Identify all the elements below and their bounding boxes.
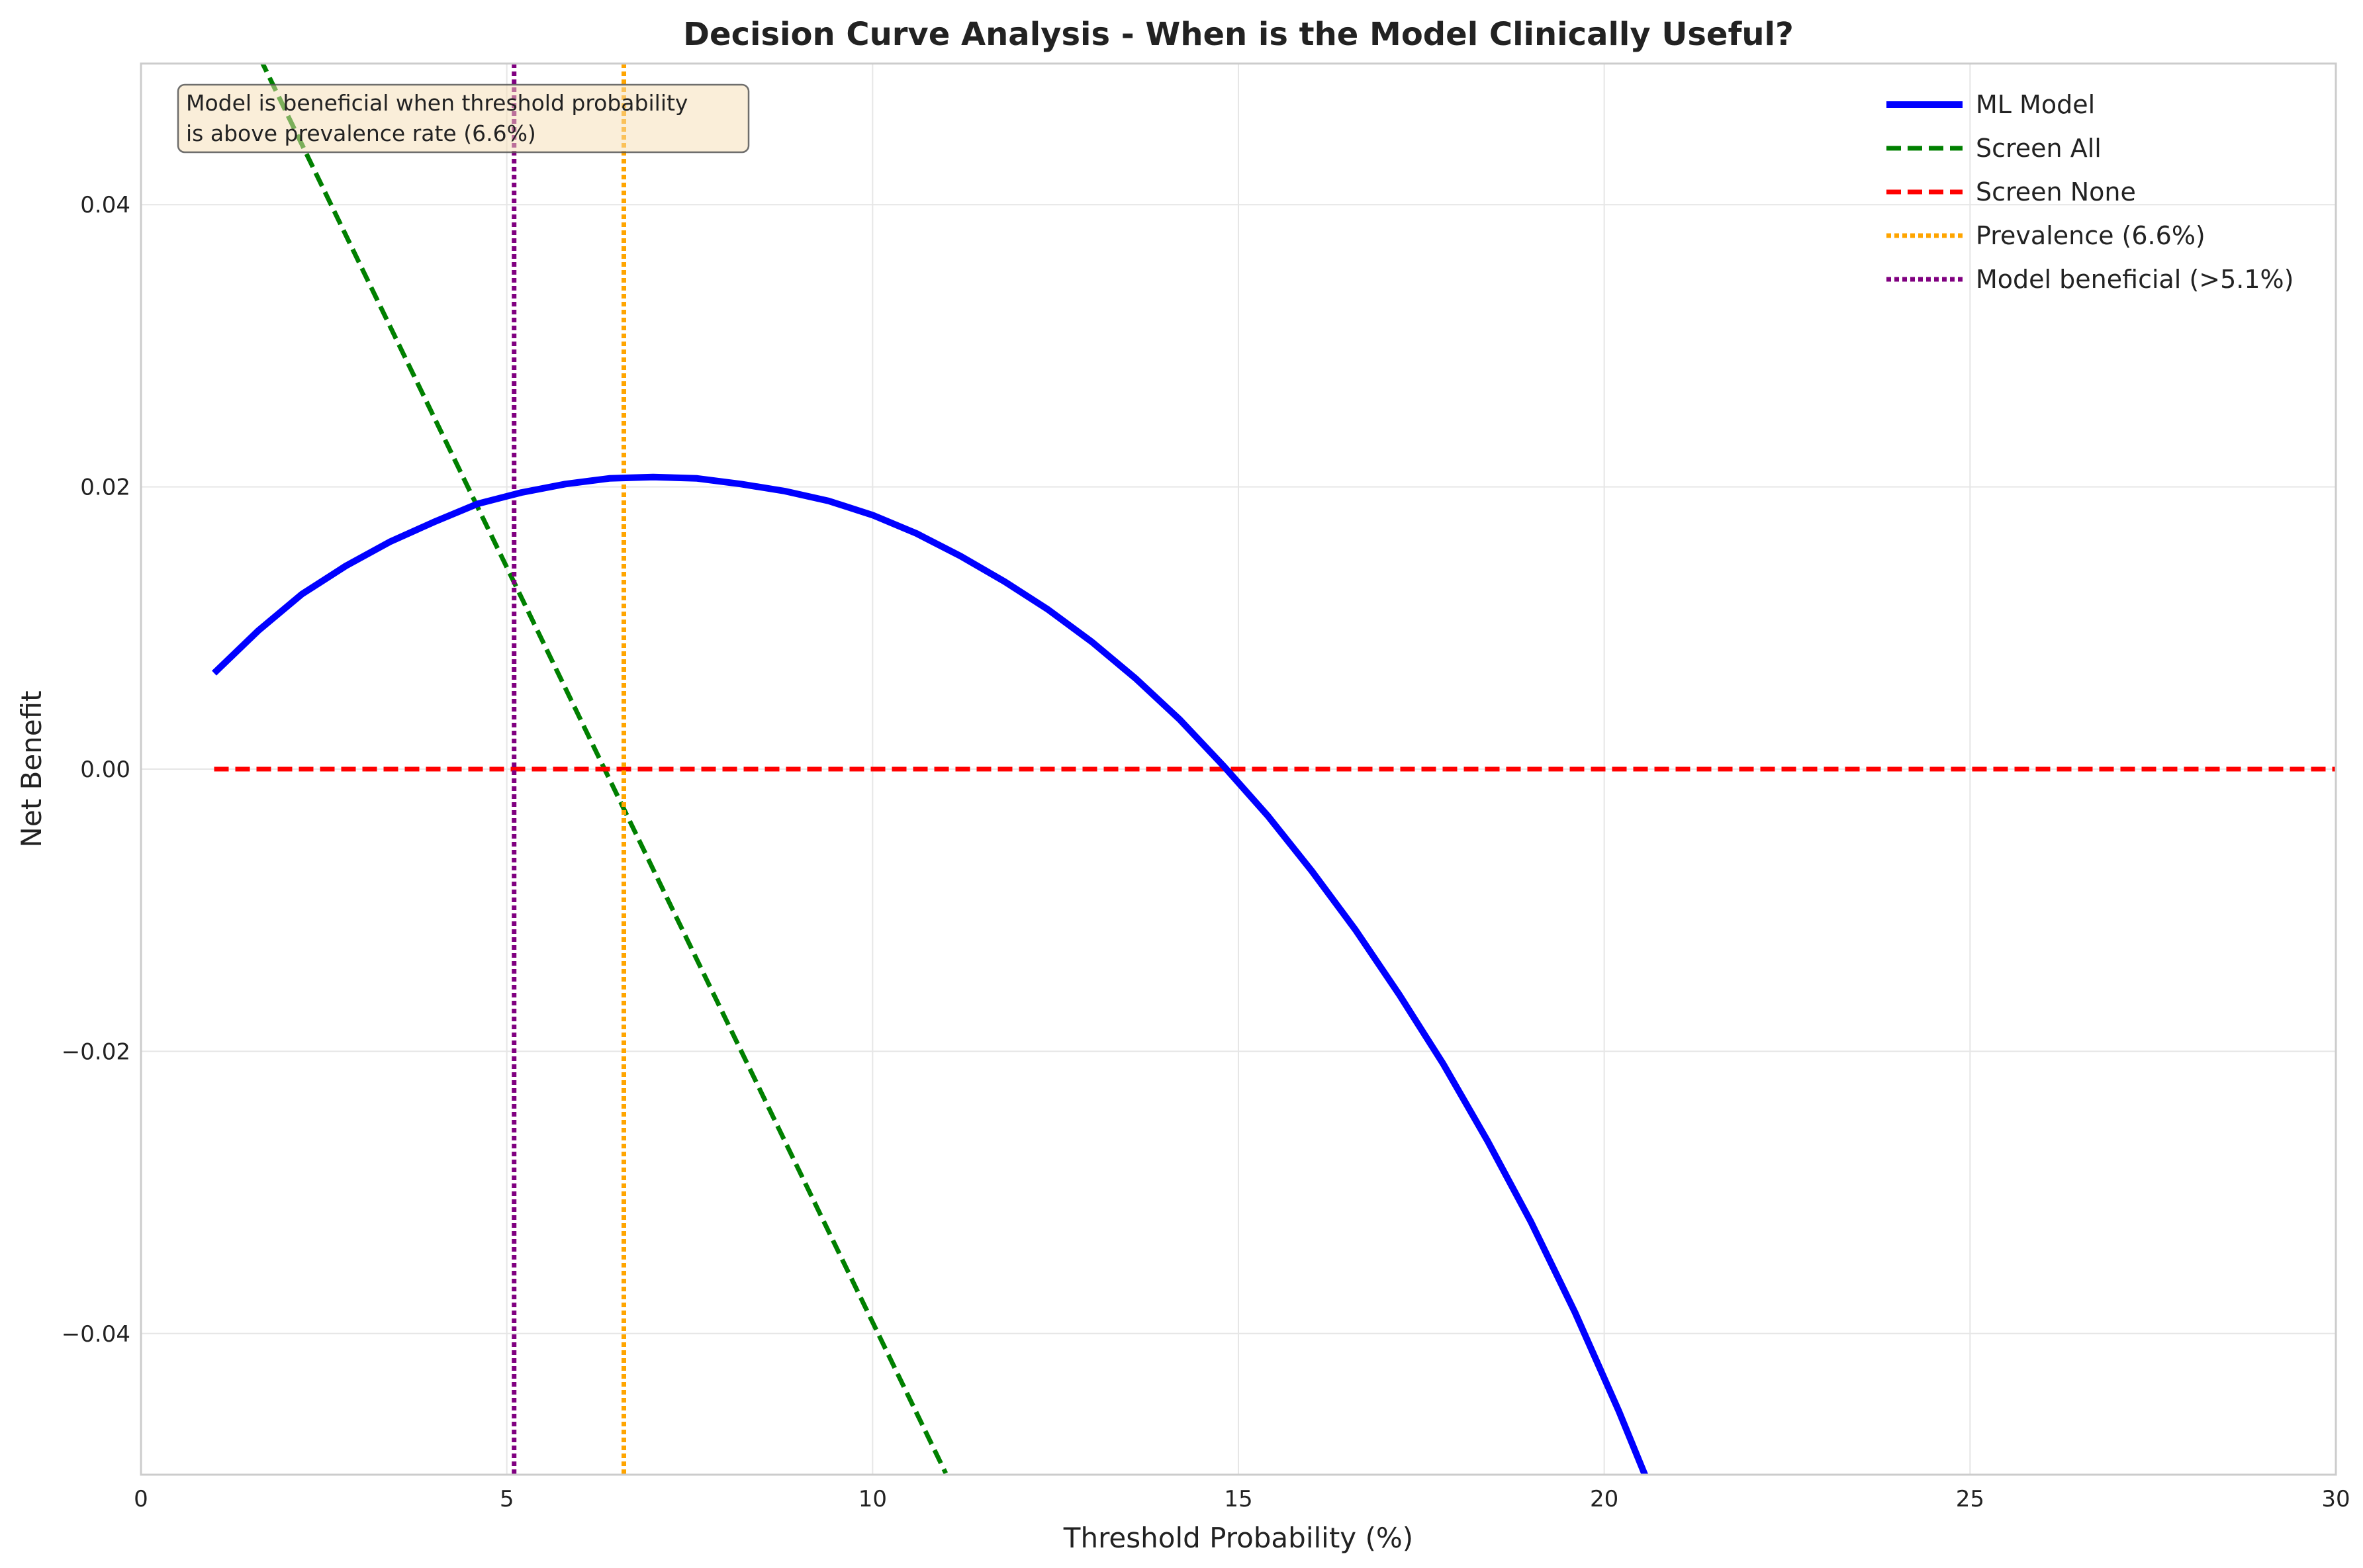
legend-label-ml-model: ML Model <box>1976 90 2095 119</box>
annotation-box: Model is beneficial when threshold proba… <box>177 83 750 154</box>
x-tick-label: 15 <box>1224 1486 1252 1512</box>
x-tick-label: 5 <box>500 1486 514 1512</box>
x-tick-label: 20 <box>1590 1486 1618 1512</box>
legend-label-model-beneficial-5-1: Model beneficial (>5.1%) <box>1976 265 2294 294</box>
series-screen-all <box>259 64 949 1475</box>
legend: ML Model Screen All Screen None Prevalence … <box>1886 90 2294 294</box>
tick-labels: 0 5 10 15 20 25 30 −0.04 −0.02 0.00 0.02 0.04 <box>62 192 2350 1512</box>
series-ml-model <box>212 473 1649 1475</box>
x-tick-label: 25 <box>1956 1486 1984 1512</box>
legend-label-screen-none: Screen None <box>1976 177 2136 207</box>
y-axis-label: Net Benefit <box>15 690 48 847</box>
plot-series <box>212 64 2336 1475</box>
chart-title: Decision Curve Analysis - When is the Mo… <box>683 16 1794 53</box>
annotation-line-2: is above prevalence rate (6.6%) <box>186 120 536 146</box>
annotation-line-1: Model is beneficial when threshold proba… <box>186 90 688 116</box>
annotation-background <box>177 83 750 154</box>
y-tick-label: −0.04 <box>62 1321 130 1348</box>
y-tick-label: 0.02 <box>80 475 130 501</box>
x-tick-label: 30 <box>2321 1486 2350 1512</box>
legend-label-screen-all: Screen All <box>1976 134 2102 163</box>
y-tick-label: 0.04 <box>80 192 130 218</box>
y-tick-label: −0.02 <box>62 1038 130 1065</box>
x-tick-label: 0 <box>134 1486 148 1512</box>
legend-label-prevalence-6-6: Prevalence (6.6%) <box>1976 221 2205 250</box>
plot-frame <box>140 62 2337 1476</box>
y-tick-label: 0.00 <box>80 757 130 783</box>
x-axis-label: Threshold Probability (%) <box>1063 1522 1413 1554</box>
x-tick-label: 10 <box>858 1486 887 1512</box>
